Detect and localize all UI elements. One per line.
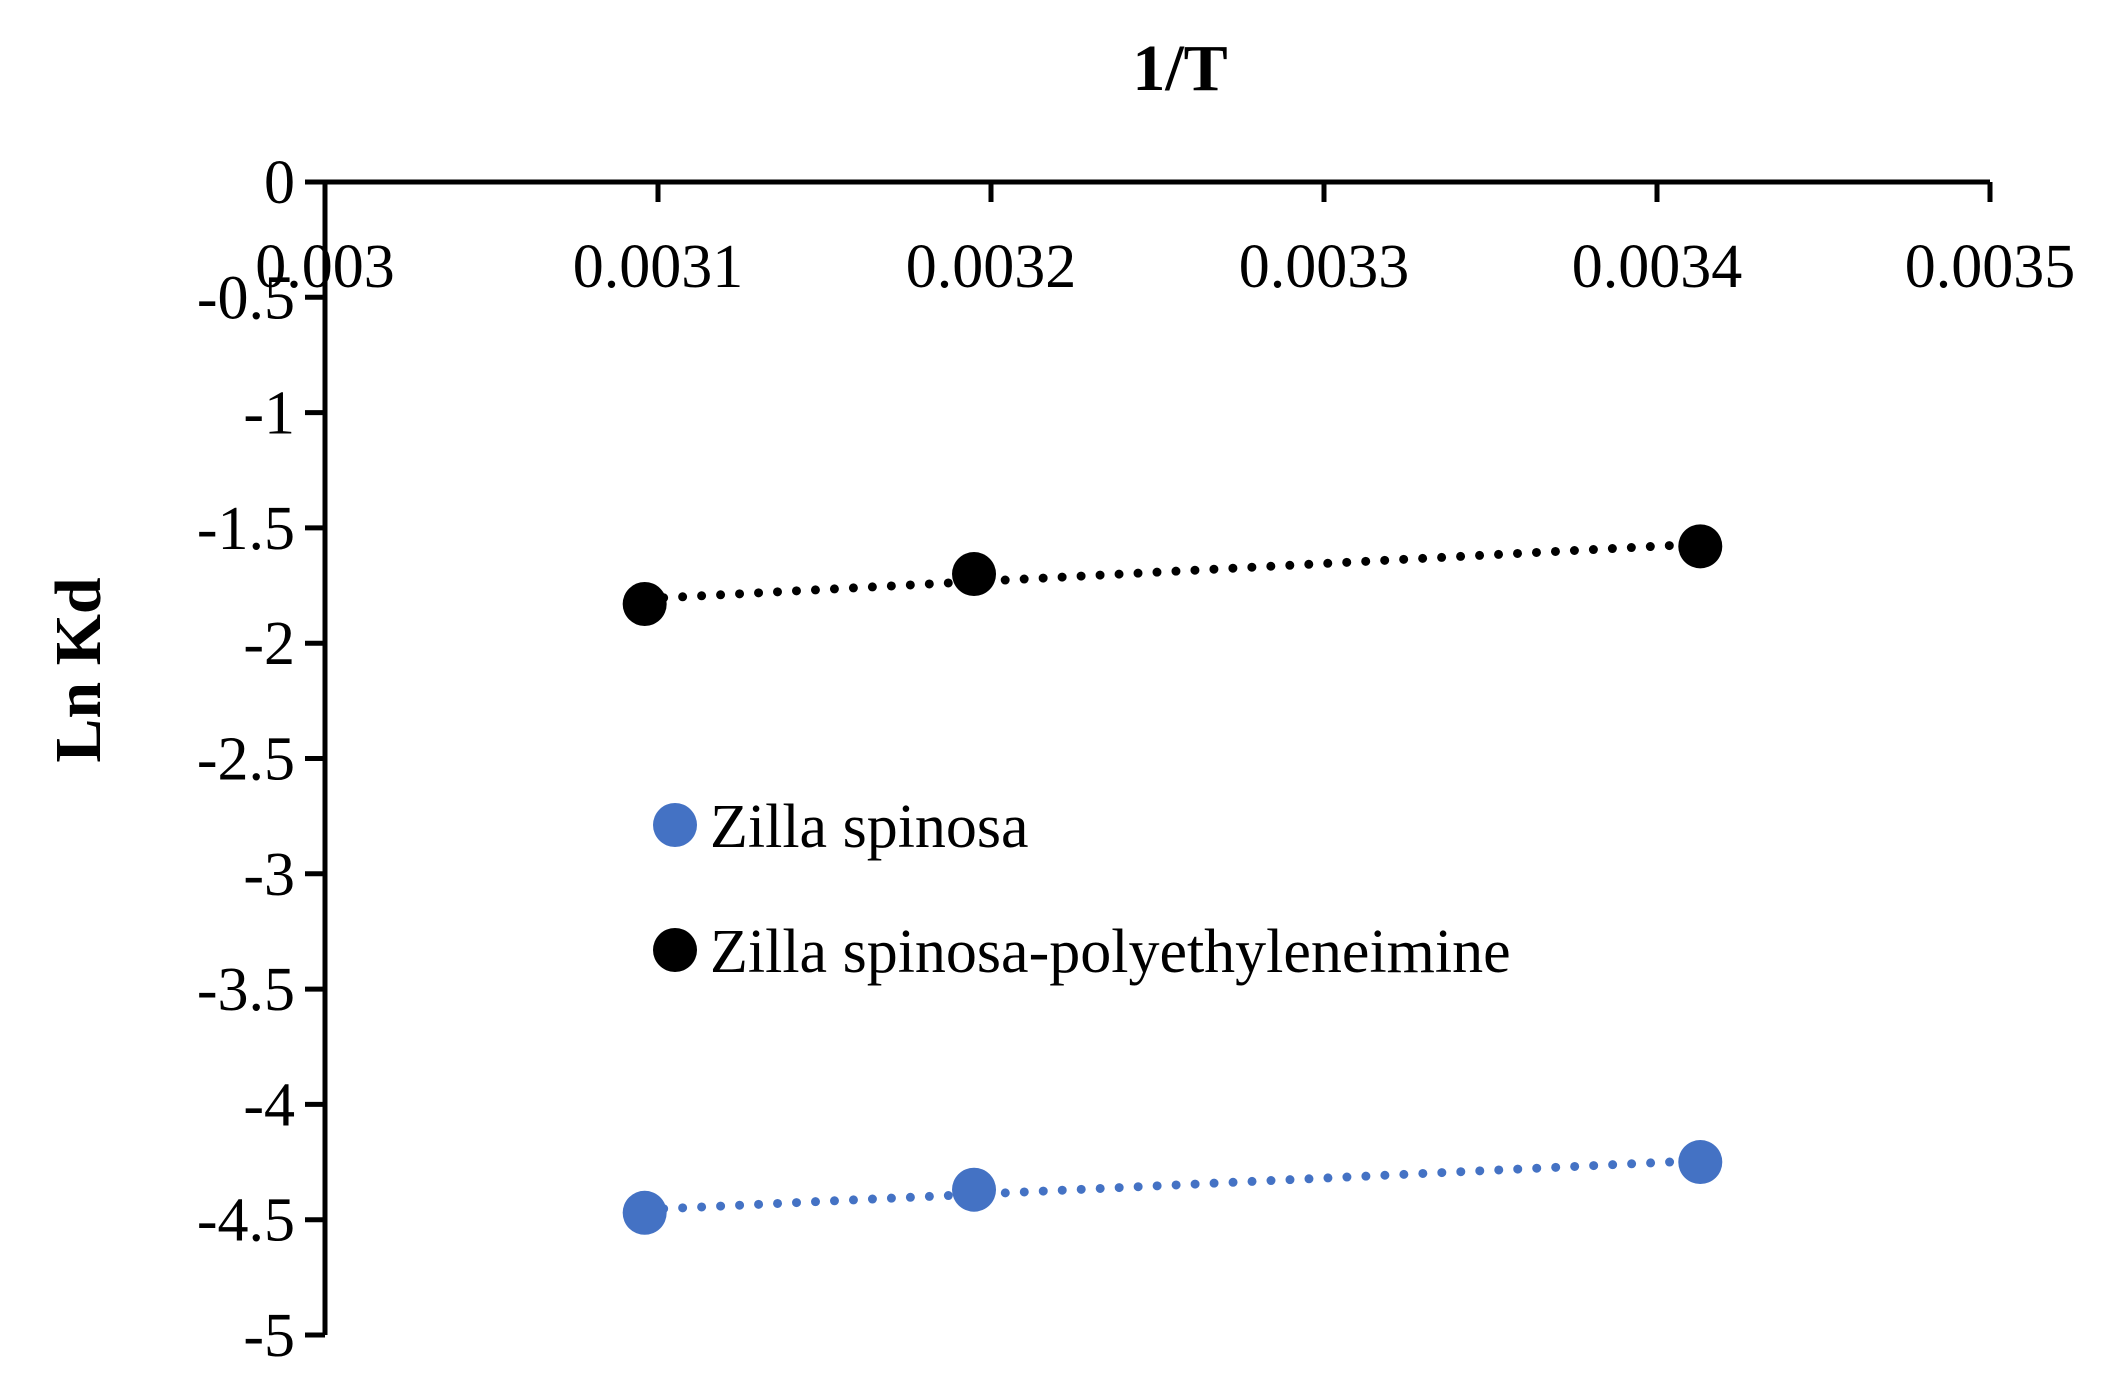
data-point-series-1 — [622, 581, 667, 626]
y-tick-label: -3 — [243, 841, 295, 909]
legend-label-0: Zilla spinosa — [710, 793, 1029, 861]
data-point-series-0 — [622, 1190, 667, 1235]
data-point-series-0 — [1678, 1140, 1723, 1185]
legend-label-1: Zilla spinosa-polyethyleneimine — [710, 918, 1511, 986]
y-tick-label: -5 — [243, 1302, 295, 1370]
legend-marker-1 — [653, 928, 697, 972]
y-tick-label: 0 — [264, 149, 295, 217]
y-axis-title: Ln Kd — [42, 577, 115, 762]
x-tick-label: 0.0032 — [906, 233, 1077, 301]
trendline-series-0 — [640, 1156, 1705, 1215]
y-tick-label: -1.5 — [197, 495, 295, 563]
x-axis-title: 1/T — [1132, 32, 1227, 105]
x-tick-label: 0.0034 — [1572, 233, 1743, 301]
data-point-series-0 — [952, 1167, 997, 1212]
legend-marker-0 — [653, 803, 697, 847]
x-tick-label: 0.0033 — [1239, 233, 1410, 301]
series-layer — [622, 524, 1723, 1235]
y-tick-label: -2 — [243, 610, 295, 678]
x-tick-label: 0.003 — [255, 233, 395, 301]
data-point-series-1 — [1678, 524, 1723, 569]
y-tick-label: -2.5 — [197, 726, 295, 794]
y-tick-label: -0.5 — [197, 264, 295, 332]
legend: Zilla spinosa Zilla spinosa-polyethylenei… — [653, 793, 1511, 986]
y-tick-label: -4.5 — [197, 1187, 295, 1255]
y-tick-label: -3.5 — [197, 956, 295, 1024]
x-axis: 0.003 0.0031 0.0032 0.0033 0.0034 0.0035 — [255, 179, 2076, 301]
y-tick-label: -4 — [243, 1071, 295, 1139]
data-point-series-1 — [952, 552, 997, 597]
trendline-series-1 — [640, 539, 1705, 604]
y-axis: 0 -0.5 -1 -1.5 -2 -2.5 -3 -3.5 -4 -4.5 -5 — [197, 149, 328, 1370]
y-tick-label: -1 — [243, 380, 295, 448]
x-tick-label: 0.0031 — [573, 233, 744, 301]
x-tick-label: 0.0035 — [1905, 233, 2076, 301]
